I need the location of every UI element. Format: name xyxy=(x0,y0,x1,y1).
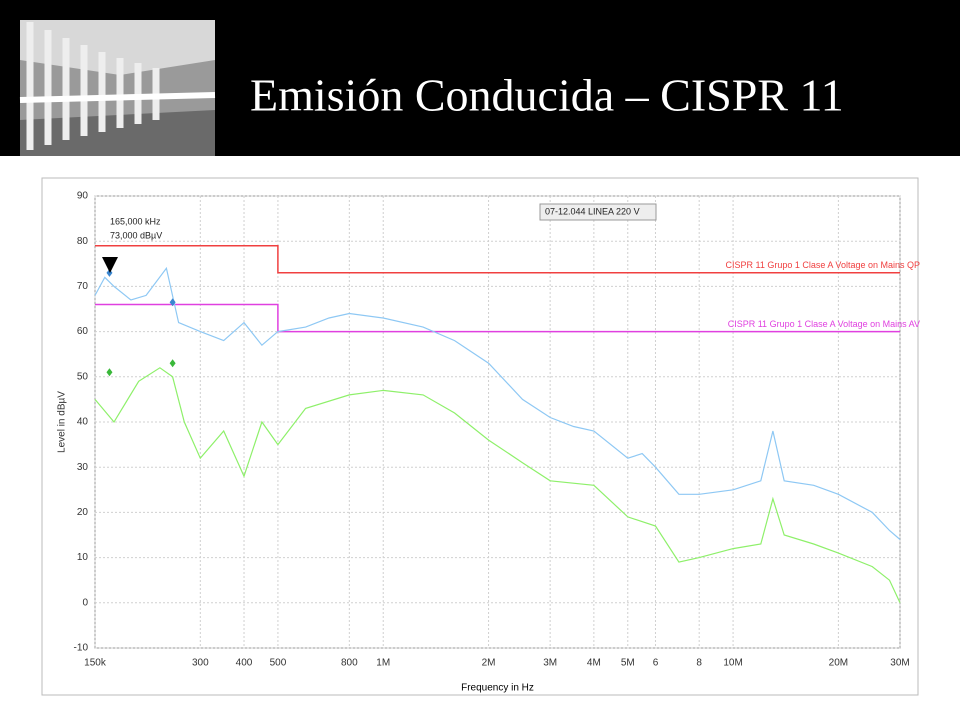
x-tick-label: 5M xyxy=(621,658,635,669)
x-tick-label: 8 xyxy=(696,658,702,669)
x-tick-label: 400 xyxy=(236,658,253,669)
x-tick-label: 300 xyxy=(192,658,209,669)
marker xyxy=(169,359,176,368)
legend-label: CISPR 11 Grupo 1 Clase A Voltage on Main… xyxy=(726,260,920,270)
plot: -10 0 10 20 30 40 50 60 70 80 90 150k 300 400 500 800 1M… xyxy=(57,191,920,694)
x-tick-label: 10M xyxy=(723,658,742,669)
annotation: 07-12.044 LINEA 220 V xyxy=(545,206,640,216)
x-tick-label: 2M xyxy=(482,658,496,669)
marker xyxy=(169,298,176,307)
slide-title: Emisión Conducida – CISPR 11 xyxy=(250,70,844,121)
x-tick-label: 6 xyxy=(653,658,659,669)
annotation: 165,000 kHz xyxy=(110,216,161,226)
trace xyxy=(94,266,901,540)
x-tick-label: 150k xyxy=(84,658,107,669)
x-tick-label: 1M xyxy=(376,658,390,669)
marker-pointer xyxy=(102,257,118,273)
y-tick-label: 60 xyxy=(77,326,89,337)
annotation-box xyxy=(539,203,657,221)
legend-label: CISPR 11 Grupo 1 Clase A Voltage on Main… xyxy=(728,319,920,329)
x-tick-label: 20M xyxy=(829,658,848,669)
marker xyxy=(106,368,113,377)
y-axis-label: Level in dBµV xyxy=(57,391,68,453)
y-tick-label: -10 xyxy=(74,643,89,654)
y-tick-label: 30 xyxy=(77,462,89,473)
header-photo xyxy=(19,20,216,156)
y-tick-label: 40 xyxy=(77,417,89,428)
y-tick-label: 90 xyxy=(77,191,89,202)
limit-line xyxy=(95,244,900,274)
trace xyxy=(94,367,901,604)
x-tick-label: 4M xyxy=(587,658,601,669)
y-tick-label: 70 xyxy=(77,281,89,292)
annotation: 73,000 dBµV xyxy=(110,230,162,240)
x-tick-label: 500 xyxy=(270,658,287,669)
y-tick-label: 20 xyxy=(77,507,89,518)
limit-line xyxy=(95,303,900,333)
x-tick-label: 800 xyxy=(341,658,358,669)
y-tick-label: 0 xyxy=(82,597,88,608)
y-tick-label: 80 xyxy=(77,236,89,247)
plot-area xyxy=(94,195,901,649)
y-tick-label: 10 xyxy=(77,552,89,563)
x-tick-label: 3M xyxy=(543,658,557,669)
x-tick-label: 30M xyxy=(890,658,909,669)
y-tick-label: 50 xyxy=(77,371,89,382)
x-axis-label: Frequency in Hz xyxy=(461,683,534,694)
